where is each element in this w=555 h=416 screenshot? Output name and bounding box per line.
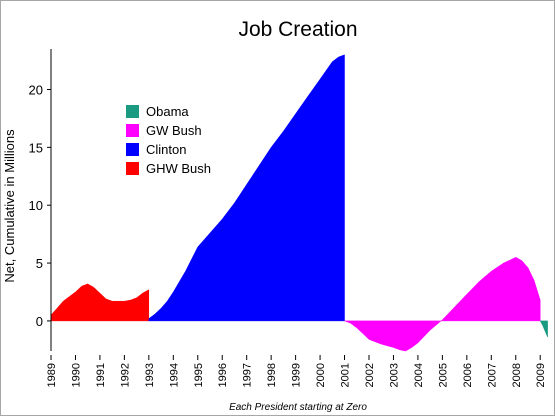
x-tick-label: 2006 [462,363,474,387]
y-tick-label: 15 [29,140,43,155]
series-areas [50,54,548,352]
x-axis-note: Each President starting at Zero [229,402,367,413]
y-tick-label: 5 [36,256,43,271]
x-tick-label: 1990 [70,363,82,387]
y-tick-label: 10 [29,198,43,213]
chart-title: Job Creation [238,18,357,41]
x-tick-label: 1996 [217,363,229,387]
legend-swatch-obama [126,105,139,118]
series-area-gw-bush [344,257,541,352]
x-tick-label: 1994 [168,363,180,387]
legend: Obama GW Bush Clinton GHW Bush [126,104,211,176]
x-tick-label: 1997 [242,363,254,387]
y-tick-label: 20 [29,82,43,97]
x-tick-label: 1992 [119,363,131,387]
x-tick-label: 2000 [315,363,327,387]
x-tick-label: 1995 [193,363,205,387]
x-tick-label: 2009 [535,363,547,387]
x-tick-label: 1993 [144,363,156,387]
legend-label-clinton: Clinton [146,142,186,157]
y-axis-ticks: 0 5 10 15 20 [29,82,51,329]
legend-swatch-gw-bush [126,124,139,137]
legend-label-obama: Obama [146,104,189,119]
x-axis-ticks: 1989 1990 1991 1992 1993 1994 1995 1996 1997 1998… [46,355,547,387]
legend-swatch-ghw-bush [126,162,139,175]
x-tick-label: 2003 [388,363,400,387]
x-tick-label: 1999 [291,363,303,387]
x-tick-label: 1991 [95,363,107,387]
series-area-ghw-bush [50,283,150,322]
series-area-clinton [148,54,345,322]
x-tick-label: 1998 [266,363,278,387]
x-tick-label: 2008 [511,363,523,387]
series-area-obama [539,320,548,338]
y-axis-label: Net, Cumulative in Millions [2,129,17,283]
x-tick-label: 1989 [46,363,58,387]
x-tick-label: 2005 [437,363,449,387]
x-tick-label: 2002 [364,363,376,387]
x-tick-label: 2004 [413,363,425,387]
legend-swatch-clinton [126,143,139,156]
x-tick-label: 2001 [340,363,352,387]
legend-label-ghw-bush: GHW Bush [146,161,211,176]
legend-label-gw-bush: GW Bush [146,123,202,138]
x-tick-label: 2007 [486,363,498,387]
y-tick-label: 0 [36,314,43,329]
